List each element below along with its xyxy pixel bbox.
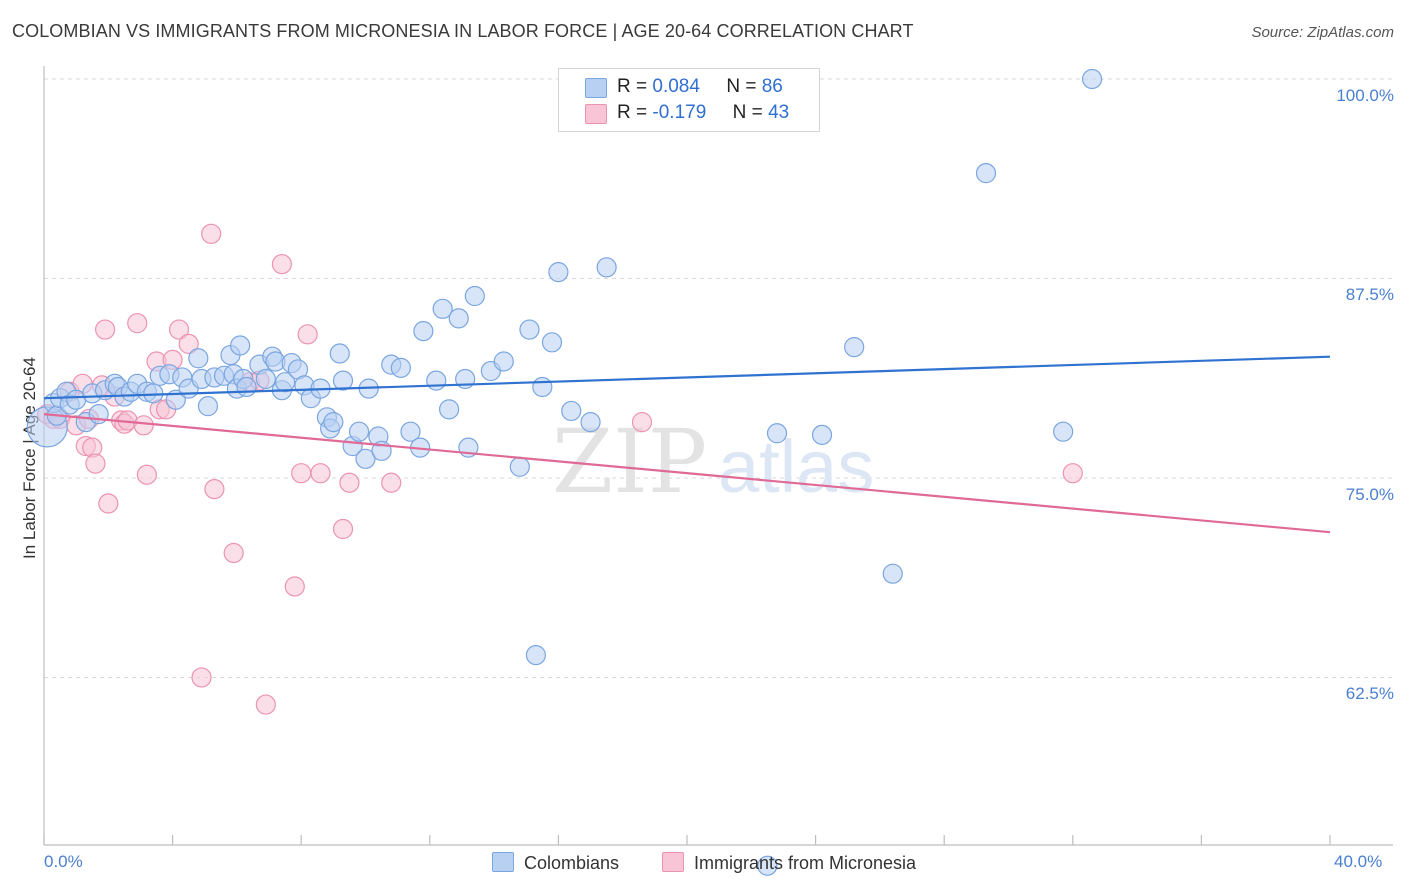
colombian-point bbox=[464, 285, 485, 307]
micronesia-point bbox=[255, 694, 276, 715]
colombian-point bbox=[230, 335, 251, 356]
colombian-point bbox=[348, 421, 370, 442]
micronesia-point bbox=[201, 223, 222, 244]
micronesia-point bbox=[339, 472, 360, 493]
colombian-point bbox=[197, 396, 219, 417]
colombian-point bbox=[580, 412, 601, 433]
micronesia-point bbox=[381, 472, 402, 493]
y-tick-label: 100.0% bbox=[1336, 86, 1394, 105]
colombian-point bbox=[1053, 421, 1074, 442]
chart-title: COLOMBIAN VS IMMIGRANTS FROM MICRONESIA … bbox=[12, 21, 914, 41]
micronesia-point bbox=[291, 463, 312, 484]
axes bbox=[43, 66, 1393, 846]
colombians-r-label: R = bbox=[617, 76, 648, 97]
micronesia-n-value: 43 bbox=[768, 102, 790, 123]
colombian-point bbox=[975, 163, 997, 184]
legend-item-colombians: Colombians bbox=[492, 852, 619, 874]
micronesia-point bbox=[136, 464, 157, 485]
colombian-point bbox=[255, 368, 276, 390]
micronesia-n-label: N = bbox=[732, 102, 763, 123]
micronesia-point bbox=[191, 667, 212, 688]
colombians-swatch bbox=[585, 78, 607, 98]
y-tick-label: 62.5% bbox=[1345, 684, 1394, 704]
colombian-point bbox=[438, 399, 460, 420]
micronesia-point bbox=[168, 319, 190, 340]
trend-lines bbox=[43, 355, 1331, 534]
micronesia-point bbox=[271, 254, 293, 275]
micronesia-r-label: R = bbox=[617, 102, 648, 123]
colombian-point bbox=[1081, 68, 1103, 90]
micronesia-r-value: -0.179 bbox=[652, 102, 707, 123]
colombian-point bbox=[390, 357, 411, 378]
colombian-point bbox=[811, 424, 833, 445]
micronesia-point bbox=[94, 319, 116, 340]
x-tick-max: 40.0% bbox=[1334, 852, 1383, 871]
micronesia-point bbox=[133, 415, 154, 436]
colombians-n-value: 86 bbox=[761, 76, 783, 97]
colombian-point bbox=[236, 376, 257, 398]
colombian-point bbox=[329, 343, 350, 364]
colombian-point bbox=[532, 376, 553, 398]
micronesia-point bbox=[178, 333, 199, 355]
colombians-points bbox=[26, 68, 1103, 876]
colombians-legend-swatch bbox=[492, 852, 514, 872]
micronesia-point bbox=[204, 479, 225, 500]
colombian-point bbox=[766, 423, 788, 444]
watermark-atlas: atlas bbox=[718, 425, 874, 508]
micronesia-point bbox=[98, 493, 119, 514]
colombian-point bbox=[844, 337, 865, 358]
stats-legend: R = 0.084 N = 86 R = -0.179 N = 43 bbox=[558, 68, 820, 132]
colombian-point bbox=[882, 563, 903, 584]
colombian-point bbox=[323, 412, 344, 433]
source-label: Source: ZipAtlas.com bbox=[1251, 24, 1394, 41]
colombian-point bbox=[519, 319, 540, 340]
colombian-point bbox=[188, 348, 209, 369]
colombian-point bbox=[355, 448, 376, 469]
colombian-point bbox=[493, 351, 514, 372]
colombians-r-value: 0.084 bbox=[652, 76, 700, 97]
colombian-point bbox=[432, 298, 453, 319]
micronesia-point bbox=[1062, 463, 1083, 484]
micronesia-trend-line bbox=[43, 413, 1331, 534]
colombian-point bbox=[413, 321, 434, 342]
colombian-point bbox=[448, 308, 469, 329]
colombians-n-label: N = bbox=[726, 76, 757, 97]
colombian-point bbox=[541, 332, 563, 353]
micronesia-point bbox=[284, 576, 305, 597]
colombians-legend-label: Colombians bbox=[524, 853, 620, 873]
colombian-point bbox=[596, 257, 617, 278]
colombian-point bbox=[757, 855, 778, 876]
y-tick-label: 75.0% bbox=[1345, 484, 1394, 504]
x-tick-min: 0.0% bbox=[44, 852, 83, 871]
micronesia-point bbox=[297, 324, 318, 345]
colombian-point bbox=[400, 421, 421, 442]
micronesia-point bbox=[631, 412, 653, 433]
colombian-point bbox=[561, 400, 582, 422]
micronesia-point bbox=[223, 542, 244, 564]
colombian-point bbox=[525, 644, 546, 666]
micronesia-point bbox=[310, 463, 331, 484]
micronesia-point bbox=[85, 453, 106, 474]
colombian-point bbox=[332, 370, 354, 391]
micronesia-swatch bbox=[585, 104, 607, 124]
micronesia-point bbox=[332, 518, 354, 540]
colombian-point bbox=[426, 370, 447, 391]
watermark-zip: ZIP bbox=[552, 410, 707, 513]
colombians-trend-line bbox=[43, 355, 1331, 400]
legend-item-micronesia: Immigrants from Micronesia bbox=[662, 852, 916, 874]
colombian-point bbox=[548, 261, 569, 283]
micronesia-point bbox=[127, 313, 148, 334]
y-tick-label: 87.5% bbox=[1345, 285, 1394, 305]
colombian-point bbox=[275, 372, 296, 393]
colombian-point bbox=[509, 456, 530, 477]
micronesia-legend-swatch bbox=[662, 852, 684, 872]
micronesia-legend-label: Immigrants from Micronesia bbox=[694, 853, 917, 873]
